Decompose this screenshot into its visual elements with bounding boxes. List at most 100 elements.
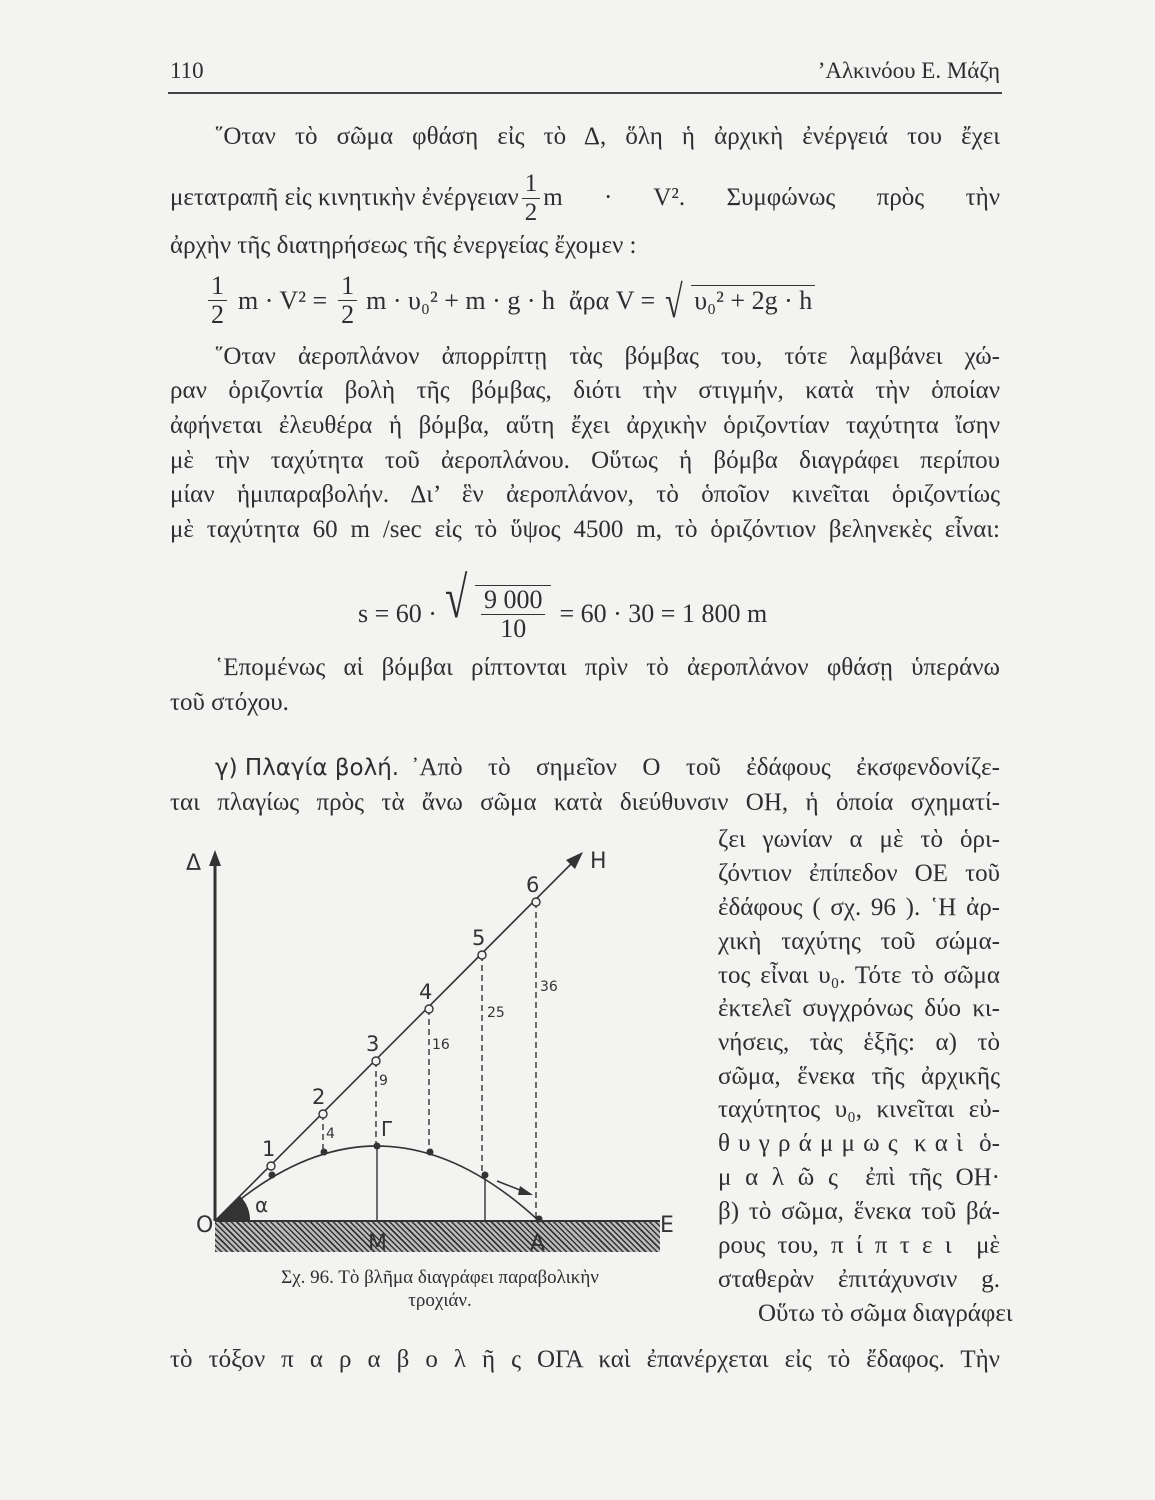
label-A: A [530, 1231, 545, 1256]
ground-hatching [215, 1221, 660, 1252]
drop-label: 9 [379, 1073, 388, 1089]
text-line: χικὴ ταχύτης τοῦ σώμα- [718, 928, 1000, 955]
drop-label: 4 [326, 1126, 335, 1142]
text-line: ῞Οταν τὸ σῶμα φθάση εἰς τὸ Δ, ὅλη ἡ ἀρχι… [215, 123, 1000, 150]
denominator: 10 [500, 614, 527, 643]
trajectory-points [268, 1142, 543, 1223]
trajectory-point [373, 1142, 381, 1150]
text-line: ται πλαγίως πρὸς τὰ ἄνω σῶμα κατὰ διεύθυ… [170, 789, 1000, 816]
text-fragment: ᾿Απὸ τὸ σημεῖον Ο τοῦ ἐδάφους ἐκσφενδονί… [411, 754, 1000, 781]
label-E: E [660, 1213, 674, 1238]
text-line: μὲ τὴν ταχύτητα τοῦ ἀεροπλάνου. Οὕτως ἡ … [170, 447, 1000, 474]
radical-sign: √ [444, 565, 468, 630]
figure-caption: Σχ. 96. Τὸ βλῆμα διαγράφει παραβολικὴν [281, 1267, 599, 1288]
square-root: √ υ₀² + 2g · h [665, 279, 816, 325]
label-M: M [368, 1231, 387, 1256]
text-line: τὸ τόξον π α ρ α β ο λ ῆ ς ΟΓΑ καὶ ἐπανέ… [170, 1346, 1000, 1373]
point-2 [318, 1109, 328, 1119]
text-line: θ υ γ ρ ά μ μ ω ς κ α ὶ ὁ- [718, 1130, 1000, 1157]
text-line: ρους του, π ί π τ ε ι μὲ [718, 1232, 1000, 1259]
point-1 [266, 1161, 276, 1171]
point-4 [424, 1004, 434, 1014]
text-line: ζόντιον ἐπίπεδον ΟΕ τοῦ [718, 860, 1000, 887]
text-line: μὲ ταχύτητα 60 m /sec εἰς τὸ ὕψος 4500 m… [170, 516, 1000, 543]
trajectory-point [481, 1171, 489, 1179]
text-line: Οὕτω τὸ σῶμα διαγράφει [758, 1300, 1013, 1327]
text-line: μίαν ἡμιπαραβολήν. Δι’ ἓν ἀεροπλάνον, τὸ… [170, 481, 1000, 508]
text-line: σῶμα, ἕνεκα τῆς ἀρχικῆς [718, 1063, 1000, 1090]
text-line: ῞Οταν ἀεροπλάνον ἀπορρίπτῃ τὰς βόμβας το… [215, 343, 1000, 370]
point-label: 3 [366, 1032, 379, 1056]
point-label: 5 [472, 926, 485, 950]
angle-alpha-wedge [215, 1196, 251, 1221]
point-5 [477, 950, 487, 960]
label-delta: Δ [186, 851, 201, 876]
numerator: 1 [521, 170, 541, 199]
page-number: 110 [170, 58, 204, 83]
launch-direction-line [214, 860, 575, 1222]
text-fragment: m · V². Συμφώνως πρὸς τὴν [543, 184, 1000, 211]
point-6 [531, 897, 541, 907]
label-H: H [590, 849, 607, 874]
label-O: O [196, 1213, 213, 1238]
drop-lines [322, 902, 537, 1219]
formula-ara: ἄρα V = [568, 285, 656, 315]
text-line: ἀφήνεται ἐλευθέρα ἡ βόμβα, αὕτη ἔχει ἀρχ… [170, 412, 1000, 439]
trajectory-point [320, 1148, 328, 1156]
header-rule [168, 92, 1002, 94]
label-alpha: α [255, 1193, 268, 1217]
text-line: μ α λ ῶ ς ἐπὶ τῆς ΟΗ· [718, 1164, 1000, 1191]
velocity-arrowhead [518, 1186, 533, 1195]
point-label: 1 [262, 1137, 275, 1161]
text-line: ραν ὁριζοντία βολὴ τῆς βόμβας, διότι τὴν… [170, 377, 1000, 404]
point-label: 4 [419, 980, 432, 1004]
drop-label: 25 [487, 1005, 505, 1021]
text-line: ζει γωνίαν α μὲ τὸ ὁρι- [718, 826, 1000, 853]
square-root: √ 9 000 10 [445, 569, 552, 643]
formula-rhs: = 60 · 30 = 1 800 m [559, 599, 768, 628]
radicand: 9 000 10 [474, 585, 552, 643]
trajectory-point [426, 1148, 434, 1156]
radicand: υ₀² + 2g · h [691, 285, 816, 316]
section-heading: γ) Πλαγία βολή. [215, 755, 400, 781]
range-formula: s = 60 · √ 9 000 10 = 60 · 30 = 1 800 m [358, 569, 768, 643]
formula-rhs: m · υ₀² + m · g · h [366, 285, 555, 315]
text-line: β) τὸ σῶμα, ἕνεκα τοῦ βά- [718, 1198, 1000, 1225]
numerator: 1 [338, 272, 358, 301]
figure-caption: τροχιάν. [408, 1290, 472, 1311]
trajectory-point [535, 1215, 543, 1223]
label-gamma: Γ [381, 1117, 393, 1141]
numerator: 9 000 [480, 586, 546, 615]
trajectory-point [268, 1171, 276, 1179]
line-points [266, 897, 541, 1171]
text-line: ἀρχὴν τῆς διατηρήσεως τῆς ἐνεργείας ἔχομ… [170, 232, 637, 259]
point-label: 6 [526, 873, 539, 897]
point-3 [371, 1056, 381, 1066]
running-title: ’Αλκινόου Ε. Μάζη [817, 58, 1000, 83]
text-fragment: μετατραπῆ εἰς κινητικὴν ἐνέργειαν [170, 184, 519, 211]
text-line: σταθερὰν ἐπιτάχυνσιν g. [718, 1266, 1000, 1293]
launch-direction-arrowhead [566, 852, 583, 869]
projectile-diagram: Δ H O E M A Γ α 1 2 3 4 5 6 4 9 16 25 36 [186, 849, 674, 1256]
text-line: γ) Πλαγία βολή. ᾿Απὸ τὸ σημεῖον Ο τοῦ ἐδ… [215, 751, 1000, 785]
denominator: 2 [341, 300, 355, 329]
point-label: 2 [312, 1085, 325, 1109]
text-line: τος εἶναι υ₀. Τότε τὸ σῶμα [718, 962, 1000, 989]
drop-label: 16 [432, 1037, 450, 1053]
text-line: ἐδάφους ( σχ. 96 ). ῾Η ἀρ- [718, 894, 1000, 921]
denominator: 2 [524, 198, 538, 226]
fraction: 9 000 10 [480, 586, 546, 643]
radical-sign: √ [665, 276, 683, 327]
vertical-axis-arrowhead [209, 850, 221, 866]
text-line: τοῦ στόχου. [170, 689, 289, 716]
formula-lhs: m · V² = [238, 285, 328, 315]
drop-label: 36 [540, 979, 558, 995]
text-line: ταχύτητος υ₀, κινεῖται εὐ- [718, 1096, 1000, 1123]
denominator: 2 [211, 300, 224, 329]
formula-lhs: s = 60 · [358, 599, 437, 628]
text-line: ῾Επομένως αἱ βόμβαι ρίπτονται πρὶν τὸ ἀε… [215, 654, 1000, 681]
